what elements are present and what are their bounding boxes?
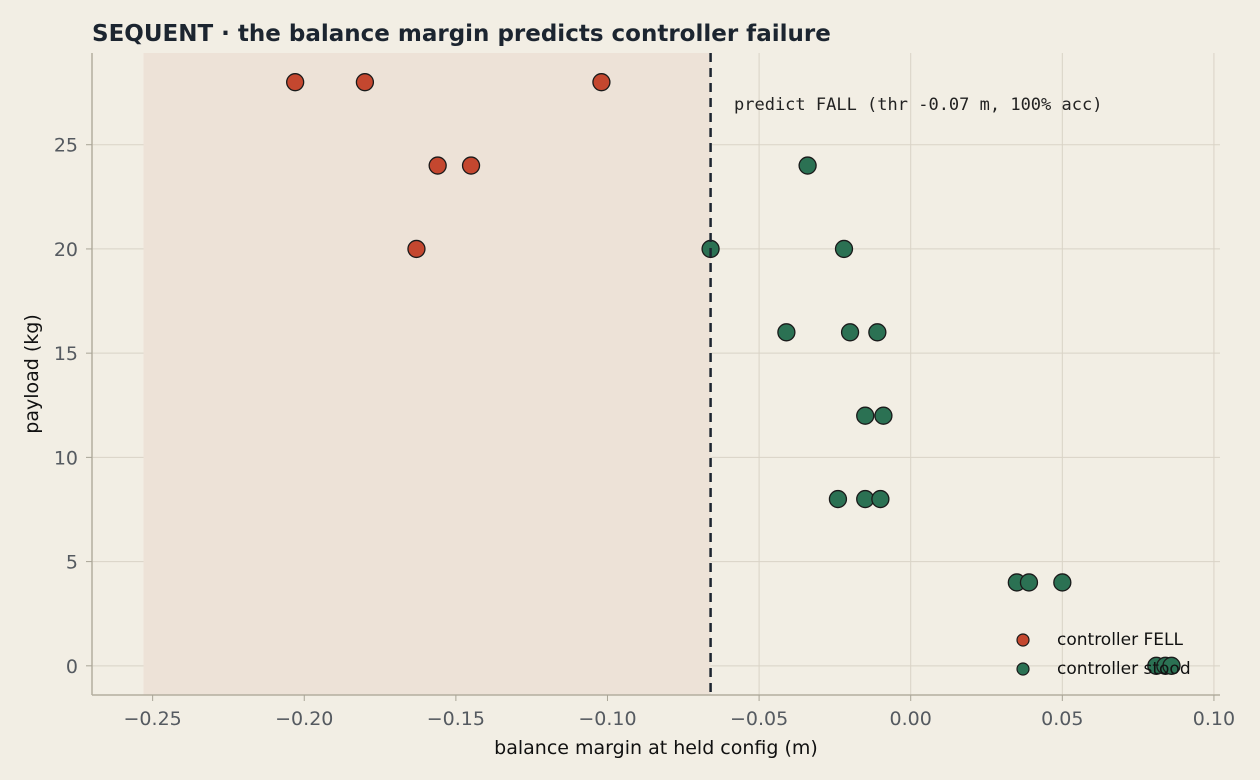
- x-axis-label: balance margin at held config (m): [494, 737, 818, 759]
- y-tick-label: 15: [54, 343, 78, 365]
- x-tick-label: 0.05: [1041, 708, 1083, 730]
- y-tick-label: 20: [54, 239, 78, 261]
- x-tick-label: 0.10: [1193, 708, 1235, 730]
- y-axis-label: payload (kg): [21, 314, 43, 433]
- data-point-stood: [777, 323, 796, 342]
- x-tick-label: −0.20: [275, 708, 333, 730]
- x-tick-label: −0.15: [427, 708, 485, 730]
- fall-region-layer: [143, 53, 711, 695]
- x-tick-label: −0.05: [730, 708, 788, 730]
- x-tick-label: −0.25: [124, 708, 182, 730]
- data-point-fell: [461, 156, 481, 175]
- legend-label-fell: controller FELL: [1057, 630, 1183, 650]
- data-point-stood: [798, 156, 817, 175]
- data-point-fell: [355, 73, 375, 92]
- legend-label-stood: controller stood: [1057, 659, 1191, 679]
- chart-title: SEQUENT · the balance margin predicts co…: [92, 21, 831, 47]
- x-tick-label: 0.00: [890, 708, 932, 730]
- data-point-fell: [592, 73, 611, 92]
- fall-region: [143, 53, 711, 695]
- y-tick-label: 5: [66, 552, 78, 574]
- data-point-stood: [1053, 573, 1072, 592]
- data-point-stood: [840, 323, 860, 342]
- y-tick-label: 10: [54, 447, 78, 469]
- legend-marker-fell: [1016, 633, 1030, 647]
- data-point-fell: [286, 73, 305, 92]
- data-point-stood: [1162, 656, 1181, 675]
- y-tick-label: 25: [54, 135, 78, 157]
- data-point-stood: [828, 489, 848, 509]
- data-point-fell: [407, 239, 426, 259]
- data-point-stood: [868, 323, 887, 342]
- threshold-annotation: predict FALL (thr -0.07 m, 100% acc): [734, 95, 1102, 115]
- x-tick-label: −0.10: [578, 708, 636, 730]
- axes: [91, 53, 1220, 696]
- data-point-stood: [1019, 573, 1039, 592]
- data-point-stood: [856, 489, 875, 509]
- data-point-stood: [871, 489, 890, 509]
- y-tick-label: 0: [66, 656, 78, 678]
- legend-marker-stood: [1016, 662, 1030, 676]
- data-point-stood: [856, 406, 875, 425]
- data-point-stood: [834, 239, 854, 259]
- ticks: −0.25 −0.20 −0.15 −0.10 −0.05 0.00 0.05 0.10 0 5 1…: [54, 135, 1235, 730]
- legend: controller FELL controller stood: [1016, 630, 1191, 679]
- data-point-stood: [874, 406, 893, 425]
- data-point-fell: [428, 156, 447, 175]
